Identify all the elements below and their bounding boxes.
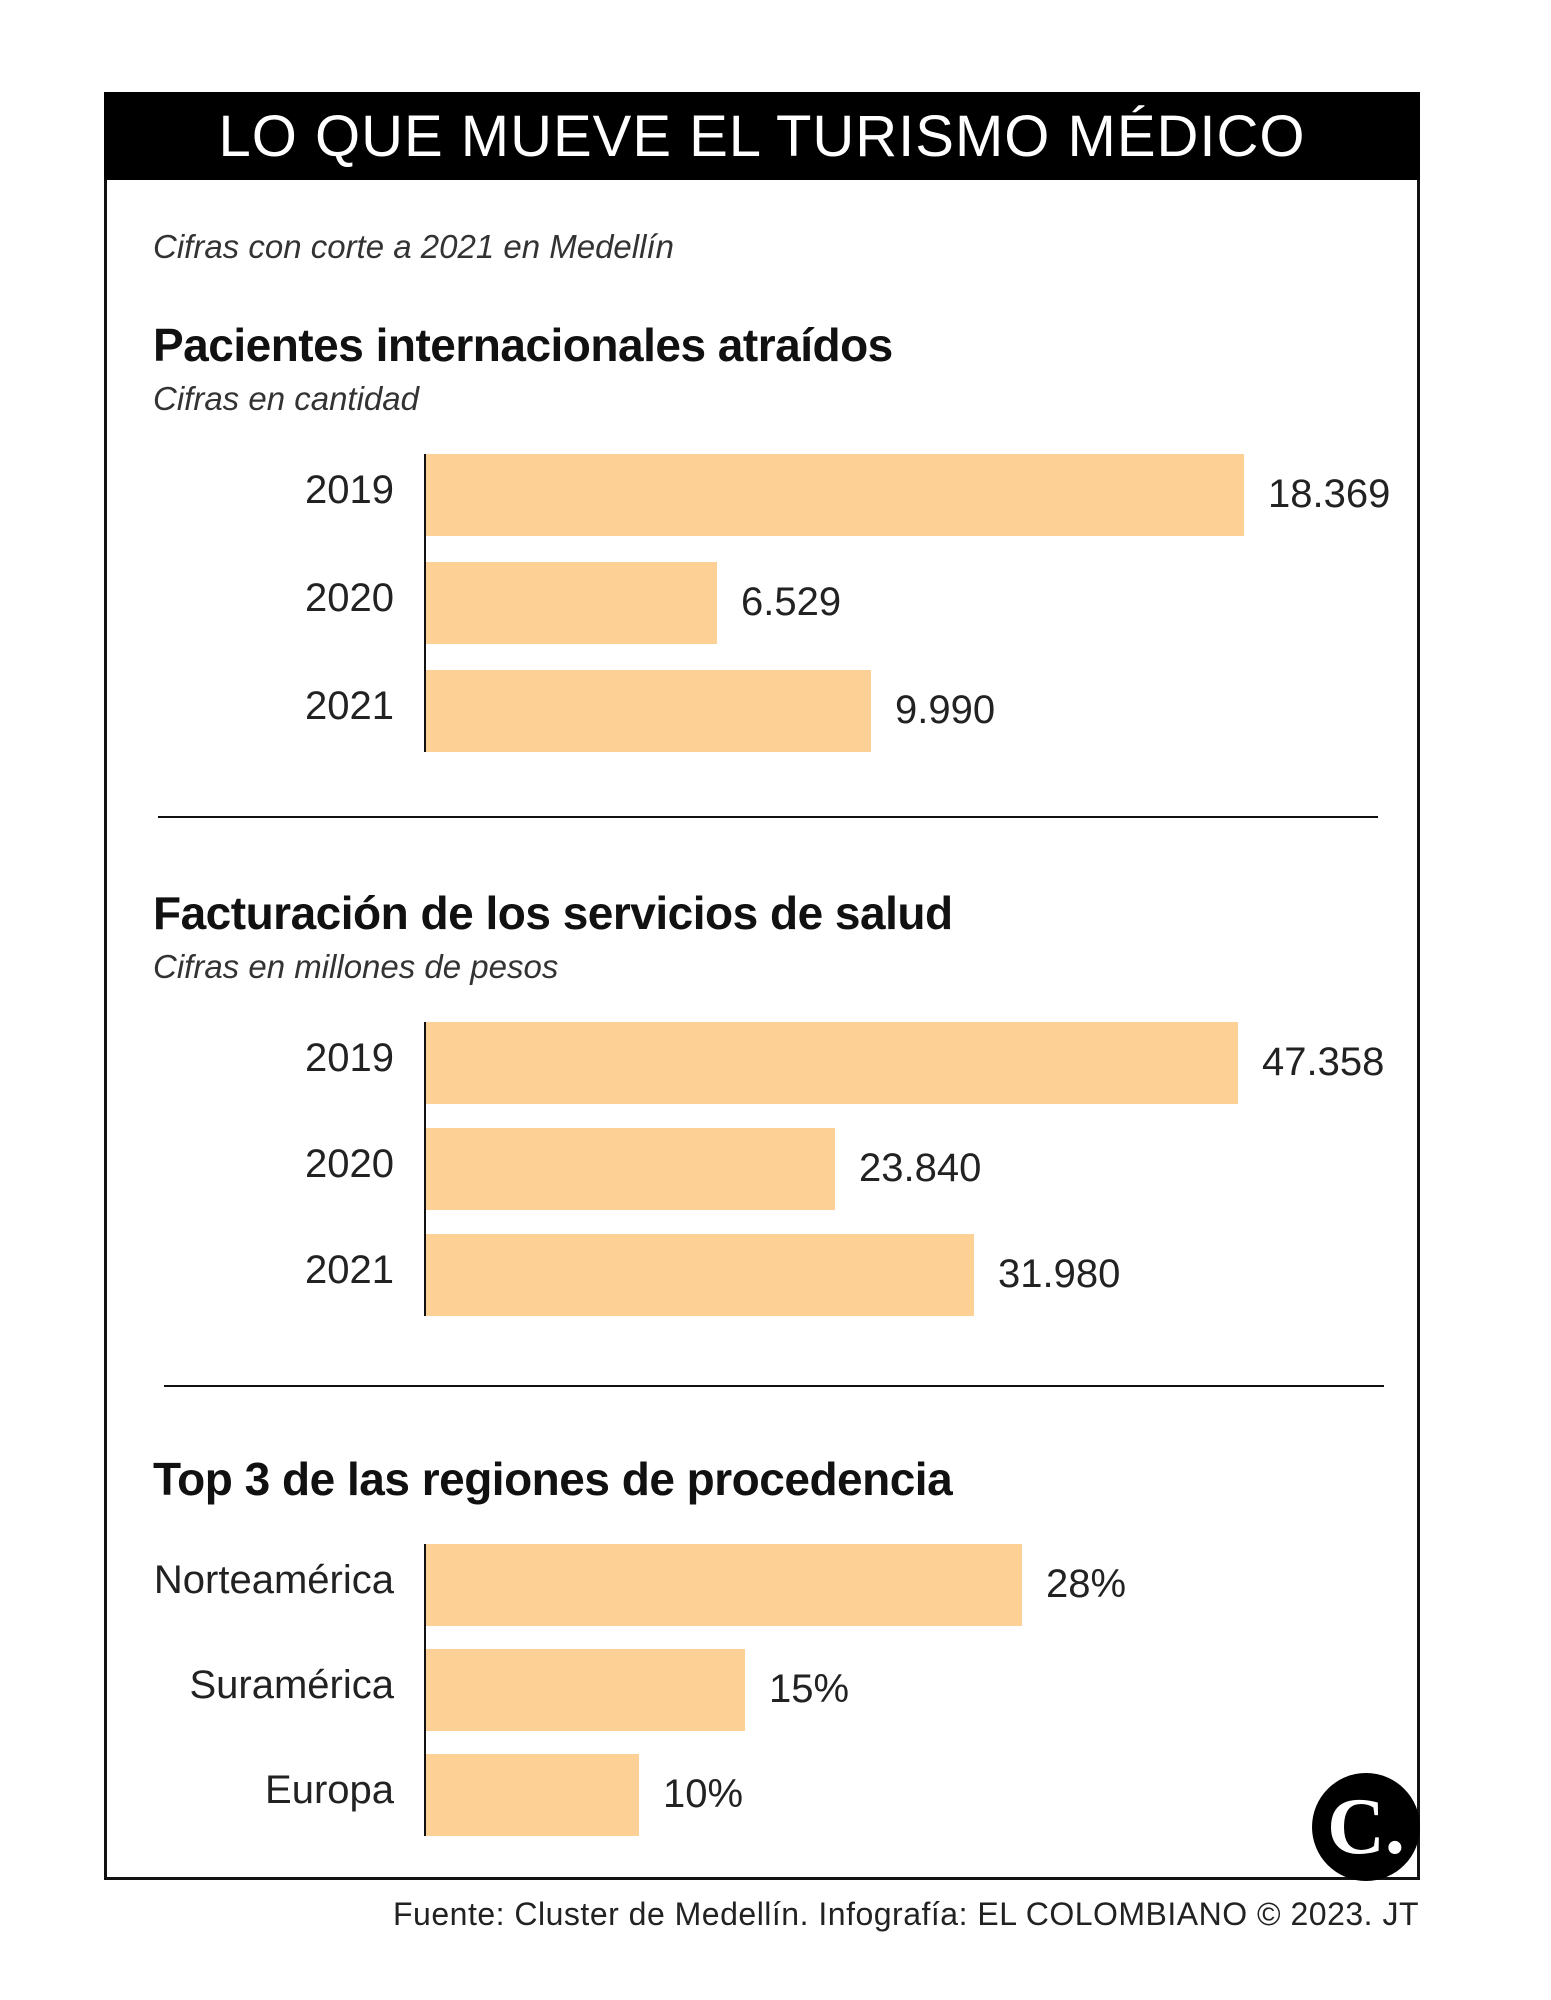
section-title-regions: Top 3 de las regiones de procedencia <box>153 1453 953 1505</box>
category-label: Norteamérica <box>153 1558 394 1602</box>
section-subtitle-billing: Cifras en millones de pesos <box>153 948 559 985</box>
category-label: 2020 <box>305 1142 394 1186</box>
value-label: 18.369 <box>1268 472 1391 516</box>
bar <box>426 1022 1238 1104</box>
value-label: 10% <box>663 1772 744 1816</box>
source-credit: Fuente: Cluster de Medellín. Infografía:… <box>393 1896 1419 1932</box>
y-axis-line <box>424 454 426 752</box>
category-label: 2020 <box>305 576 394 620</box>
value-label: 47.358 <box>1262 1040 1385 1084</box>
bar <box>426 1234 974 1316</box>
value-label: 28% <box>1046 1562 1127 1606</box>
bar <box>426 1754 639 1836</box>
section-divider <box>158 816 1378 818</box>
bar <box>426 562 717 644</box>
category-label: Suramérica <box>189 1663 394 1707</box>
value-label: 15% <box>769 1667 850 1711</box>
y-axis-line <box>424 1022 426 1316</box>
bar <box>426 1128 835 1210</box>
section-title-patients: Pacientes internacionales atraídos <box>153 319 893 371</box>
bar <box>426 1544 1022 1626</box>
category-label: 2021 <box>305 684 394 728</box>
section-subtitle-patients: Cifras en cantidad <box>153 380 419 417</box>
logo-lettering: C. <box>1327 1783 1405 1871</box>
category-label: 2019 <box>305 468 394 512</box>
category-label: Europa <box>265 1768 394 1812</box>
infographic-subtitle: Cifras con corte a 2021 en Medellín <box>153 228 674 265</box>
value-label: 9.990 <box>895 688 996 732</box>
category-label: 2021 <box>305 1248 394 1292</box>
el-colombiano-logo-icon <box>1312 1773 1420 1881</box>
section-divider <box>164 1385 1384 1387</box>
bar <box>426 454 1244 536</box>
bar <box>426 670 871 752</box>
bar <box>426 1649 745 1731</box>
infographic-title: LO QUE MUEVE EL TURISMO MÉDICO <box>218 104 1306 169</box>
title-bar <box>104 92 1420 180</box>
y-axis-line <box>424 1544 426 1836</box>
value-label: 31.980 <box>998 1252 1121 1296</box>
value-label: 23.840 <box>859 1146 982 1190</box>
section-title-billing: Facturación de los servicios de salud <box>153 887 953 939</box>
category-label: 2019 <box>305 1036 394 1080</box>
value-label: 6.529 <box>741 580 842 624</box>
